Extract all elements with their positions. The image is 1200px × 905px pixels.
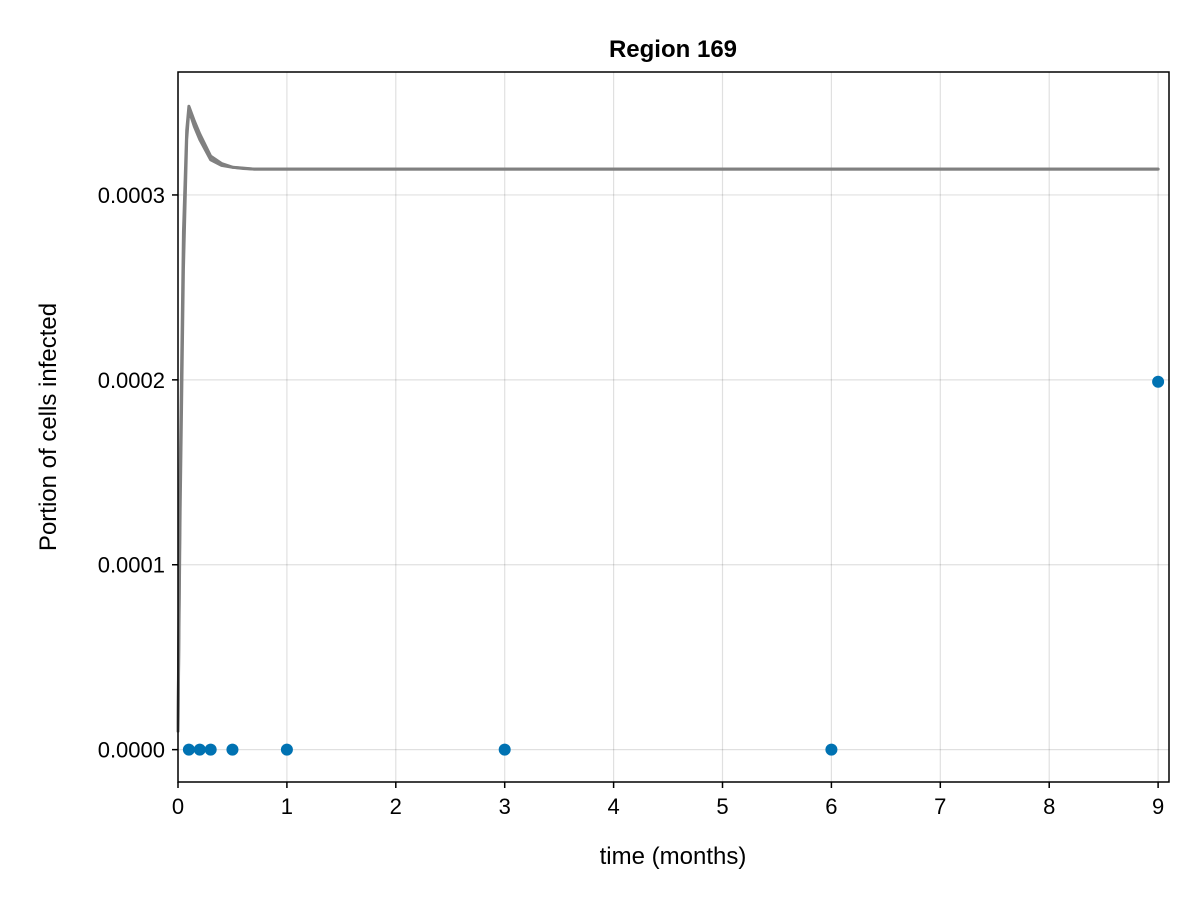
x-tick-label: 9 [1152,794,1164,819]
x-tick-label: 7 [934,794,946,819]
chart-title: Region 169 [609,36,737,63]
series-line-1 [176,108,1160,733]
x-tick-label: 6 [825,794,837,819]
y-axis-label: Portion of cells infected [35,303,62,551]
y-tick-label: 0.0000 [98,738,165,763]
plot-frame [177,71,1170,783]
x-axis-label: time (months) [600,843,747,870]
data-point [193,743,206,756]
series-line-0 [176,104,1160,733]
data-point [280,743,293,756]
x-tick-label: 2 [390,794,402,819]
y-tick-label: 0.0002 [98,368,165,393]
x-tick-label: 4 [607,794,619,819]
tick-layer: 0 1 2 3 4 5 6 7 8 9 0.0000 0.0001 0.0002 0.0003 [98,183,1165,819]
x-tick-label: 3 [499,794,511,819]
y-tick-label: 0.0001 [98,553,165,578]
series-layer [176,104,1165,756]
data-point [1152,375,1165,388]
data-point [204,743,217,756]
x-tick-label: 0 [172,794,184,819]
y-tick-label: 0.0003 [98,183,165,208]
x-tick-label: 1 [281,794,293,819]
x-tick-label: 5 [716,794,728,819]
x-tick-label: 8 [1043,794,1055,819]
data-point [226,743,239,756]
grid-layer [177,72,1169,782]
data-point [182,743,195,756]
data-point [825,743,838,756]
data-point [498,743,511,756]
